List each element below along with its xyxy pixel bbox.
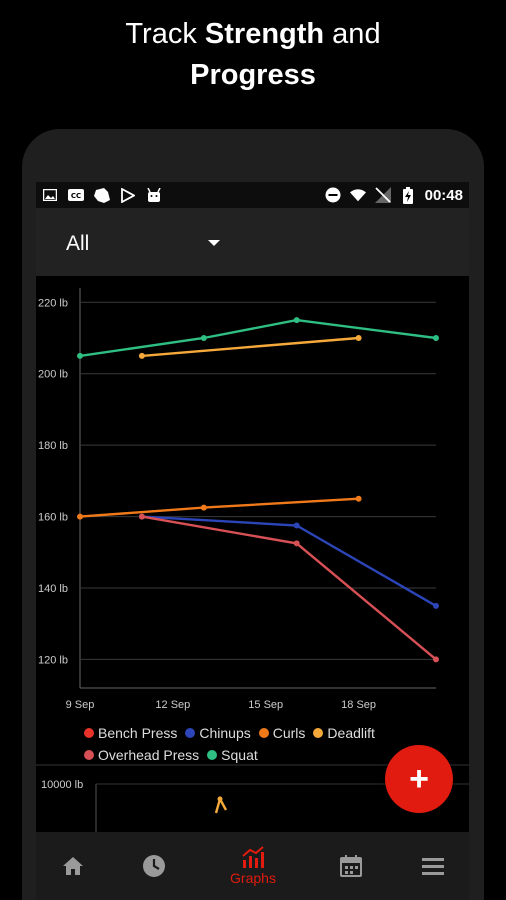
x-tick-label: 12 Sep — [155, 699, 190, 711]
legend-label-deadlift: Deadlift — [327, 725, 375, 741]
y-tick-label: 160 lb — [38, 512, 68, 524]
wifi-icon — [349, 188, 366, 202]
menu-icon — [422, 858, 444, 875]
chart-legend: Bench Press Chinups Curls Deadlift Overhead… — [84, 722, 454, 766]
graphs-icon — [242, 846, 264, 868]
home-icon — [63, 857, 83, 875]
legend-item-overhead-press: Overhead Press — [84, 747, 199, 763]
legend-label-bench-press: Bench Press — [98, 725, 178, 741]
data-point-overhead-press[interactable] — [293, 540, 300, 547]
y-tick-label: 140 lb — [38, 583, 68, 595]
y-tick-label: 180 lb — [38, 440, 68, 452]
battery-charging-icon — [400, 186, 416, 204]
headline-strength: Strength — [204, 18, 325, 50]
volume-point — [217, 796, 223, 802]
series-line-curls — [79, 497, 359, 518]
data-point-overhead-press[interactable] — [433, 656, 439, 663]
status-bar: CC 00:48 — [36, 182, 469, 208]
bottom-navigation: Graphs — [36, 832, 469, 900]
data-point-curls[interactable] — [355, 495, 362, 502]
y-tick-label: 120 lb — [38, 654, 68, 666]
progress-chart[interactable]: 120 lb 140 lb 160 lb 180 lb 200 lb 220 lb 9 Se… — [36, 276, 469, 764]
headline-line-2: Progress — [190, 59, 316, 91]
filter-selected-value: All — [66, 232, 90, 255]
data-point-squat[interactable] — [293, 317, 300, 324]
data-point-curls[interactable] — [200, 504, 207, 511]
no-signal-icon — [374, 187, 391, 203]
graphs-nav[interactable]: Graphs — [218, 832, 288, 900]
x-tick-label: 9 Sep — [66, 699, 95, 711]
legend-dot-overhead-press — [84, 750, 94, 760]
play-store-icon — [120, 187, 136, 203]
android-icon — [146, 187, 162, 202]
legend-dot-curls — [258, 728, 269, 738]
legend-dot-bench-press — [84, 728, 94, 738]
home-nav[interactable] — [38, 832, 108, 900]
exercise-filter-dropdown[interactable]: All — [66, 228, 226, 260]
series-line-deadlift — [141, 336, 359, 358]
data-point-curls[interactable] — [77, 513, 83, 520]
image-icon — [42, 188, 58, 202]
volume-y-tick: 10000 lb — [41, 779, 83, 791]
data-point-squat[interactable] — [433, 335, 439, 341]
legend-label-chinups: Chinups — [199, 725, 251, 741]
plus-icon: + — [409, 760, 429, 798]
legend-label-overhead-press: Overhead Press — [98, 747, 200, 763]
series-line-chinups — [141, 515, 437, 607]
headline-line-1: Track Strength and — [125, 18, 381, 50]
legend-dot-squat — [207, 750, 218, 760]
filter-bar: All — [36, 208, 469, 276]
do-not-disturb-icon — [325, 187, 341, 203]
graphs-nav-label: Graphs — [230, 870, 276, 886]
status-time: 00:48 — [424, 186, 463, 204]
legend-dot-chinups — [185, 728, 196, 738]
dropdown-arrow-icon — [208, 240, 220, 246]
menu-nav[interactable] — [398, 832, 468, 900]
legend-item-squat: Squat — [207, 747, 258, 763]
notification-icon — [94, 187, 110, 203]
x-tick-label: 15 Sep — [248, 699, 283, 711]
clock-icon — [143, 855, 165, 877]
y-tick-label: 220 lb — [38, 297, 68, 309]
data-point-squat[interactable] — [77, 352, 83, 359]
app-screen: CC 00:48 — [36, 182, 469, 900]
legend-item-deadlift: Deadlift — [313, 725, 375, 741]
add-workout-button[interactable]: + — [385, 745, 453, 813]
data-point-chinups[interactable] — [433, 602, 439, 609]
data-point-deadlift[interactable] — [138, 352, 145, 359]
x-tick-label: 18 Sep — [341, 699, 376, 711]
data-point-chinups[interactable] — [293, 522, 300, 529]
legend-dot-deadlift — [313, 728, 324, 738]
data-point-squat[interactable] — [200, 335, 207, 341]
y-tick-label: 200 lb — [38, 369, 68, 381]
data-point-overhead-press[interactable] — [138, 513, 145, 520]
series-line-squat — [79, 318, 437, 358]
progress-chart-svg: 120 lb 140 lb 160 lb 180 lb 200 lb 220 lb 9 Se… — [38, 288, 439, 711]
legend-label-squat: Squat — [221, 747, 258, 763]
svg-text:CC: CC — [71, 192, 81, 200]
calendar-nav[interactable] — [316, 832, 386, 900]
history-nav[interactable] — [119, 832, 189, 900]
legend-item-chinups: Chinups — [185, 725, 251, 741]
headline: Track Strength and Progress — [0, 14, 506, 96]
calendar-icon — [340, 855, 362, 877]
cc-icon: CC — [68, 188, 84, 202]
chart-divider — [36, 764, 469, 766]
legend-label-curls: Curls — [272, 725, 306, 741]
legend-item-curls: Curls — [258, 725, 306, 741]
data-point-deadlift[interactable] — [355, 335, 362, 341]
legend-item-bench-press: Bench Press — [84, 725, 177, 741]
